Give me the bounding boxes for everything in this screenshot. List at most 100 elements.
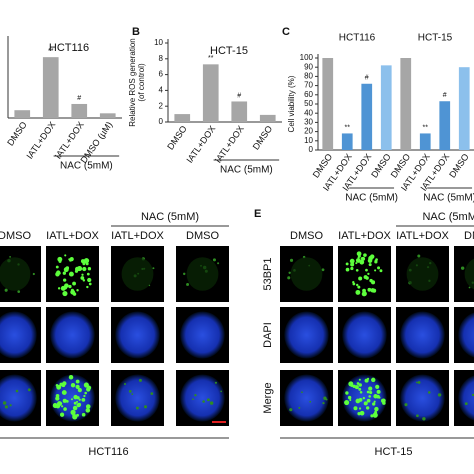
focus xyxy=(361,256,366,261)
focus xyxy=(4,405,9,409)
panel-label: B xyxy=(132,26,140,38)
group-title: HCT116 xyxy=(339,33,376,44)
y-axis-label: Cell viability (%) xyxy=(287,75,296,132)
focus xyxy=(363,401,368,406)
focus xyxy=(15,389,19,393)
y-axis-label: Relative ROS generation xyxy=(128,38,137,127)
nucleus xyxy=(342,311,387,359)
x-tick-label: IATL+DOX xyxy=(213,124,246,165)
bar xyxy=(42,57,59,118)
focus xyxy=(416,414,419,418)
column-header: DMSO xyxy=(464,230,474,242)
micrograph xyxy=(338,246,391,302)
micrograph xyxy=(46,307,99,363)
column-header: IATL+DOX xyxy=(338,230,391,242)
focus xyxy=(368,263,372,267)
focus xyxy=(61,390,67,396)
significance-label: ** xyxy=(345,124,351,131)
micrograph xyxy=(338,307,391,363)
focus xyxy=(84,391,87,395)
micrograph xyxy=(176,307,229,363)
bar xyxy=(322,58,334,150)
nucleus xyxy=(50,311,95,359)
nucleus xyxy=(180,374,225,422)
haze xyxy=(290,257,323,291)
focus xyxy=(59,402,63,405)
focus xyxy=(347,395,352,400)
focus xyxy=(72,414,78,420)
focus xyxy=(131,393,134,395)
focus xyxy=(136,406,139,410)
focus xyxy=(367,287,372,292)
focus xyxy=(356,251,362,257)
scale-bar xyxy=(212,421,226,423)
focus xyxy=(353,406,358,411)
group-label: NAC (5mM) xyxy=(60,161,113,172)
focus xyxy=(55,396,60,401)
focus xyxy=(82,266,87,272)
row-label: Merge xyxy=(262,382,274,413)
focus xyxy=(9,255,11,258)
focus xyxy=(372,412,378,418)
focus xyxy=(75,379,80,384)
chart-title: HCT116 xyxy=(49,42,89,54)
focus xyxy=(358,276,363,281)
focus xyxy=(355,289,361,295)
haze xyxy=(406,257,439,291)
bar xyxy=(231,101,248,122)
nucleus xyxy=(400,311,445,359)
significance-label: # xyxy=(365,75,369,82)
y-tick-label: 50 xyxy=(304,99,313,108)
focus xyxy=(468,286,471,289)
focus xyxy=(202,400,205,403)
focus xyxy=(322,402,325,405)
focus xyxy=(350,266,354,271)
focus xyxy=(352,281,355,284)
bar xyxy=(99,113,116,118)
focus xyxy=(59,412,65,417)
focus xyxy=(138,378,142,382)
focus xyxy=(349,258,355,264)
focus xyxy=(83,394,86,398)
focus xyxy=(381,398,386,403)
focus xyxy=(361,291,367,297)
column-header: DMSO xyxy=(290,230,323,242)
focus xyxy=(70,409,76,415)
focus xyxy=(345,268,349,272)
focus xyxy=(350,384,354,388)
focus xyxy=(68,375,74,380)
cell-line-label: HCT116 xyxy=(88,446,128,458)
focus xyxy=(437,393,442,397)
focus xyxy=(85,404,91,409)
focus xyxy=(72,281,76,286)
bar xyxy=(439,101,451,150)
haze xyxy=(0,257,31,291)
focus xyxy=(70,383,76,388)
focus xyxy=(309,400,312,403)
micrograph xyxy=(0,370,41,426)
focus xyxy=(354,385,359,390)
group-label: NAC (5mM) xyxy=(141,211,199,223)
y-tick-label: 0 xyxy=(159,117,164,126)
focus xyxy=(357,285,361,289)
focus xyxy=(212,258,216,262)
focus xyxy=(17,290,21,293)
micrograph xyxy=(454,370,474,426)
bar xyxy=(419,133,431,150)
column-header: IATL+DOX xyxy=(46,230,99,242)
focus xyxy=(355,398,361,404)
focus xyxy=(416,381,418,384)
nucleus xyxy=(180,311,225,359)
focus xyxy=(365,276,369,280)
cell-line-label: HCT-15 xyxy=(375,446,413,458)
focus xyxy=(88,282,92,286)
micrograph xyxy=(396,307,449,363)
y-tick-label: 40 xyxy=(304,108,313,117)
focus xyxy=(83,258,89,264)
micrograph xyxy=(176,246,229,302)
y-tick-label: 6 xyxy=(159,70,164,79)
focus xyxy=(55,265,59,269)
focus xyxy=(9,404,12,407)
nucleus xyxy=(400,374,445,422)
micrograph xyxy=(280,370,333,426)
